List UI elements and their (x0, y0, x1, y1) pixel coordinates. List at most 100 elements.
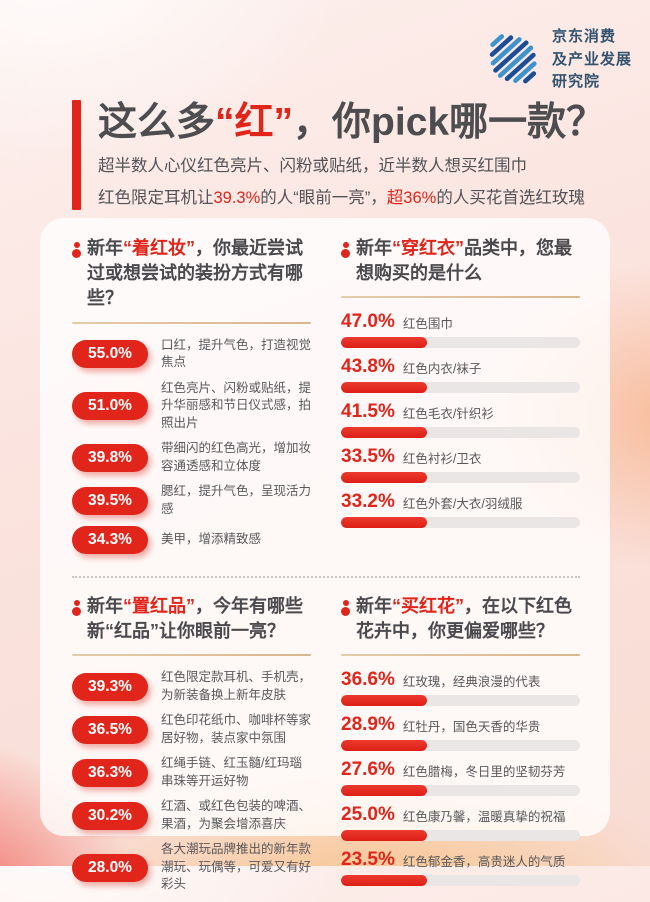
subtitle-highlight: 超36% (386, 188, 437, 207)
progress-bar-fill (341, 382, 428, 394)
percent-value: 23.5% (341, 849, 395, 871)
progress-bar-fill (341, 695, 428, 707)
item-label: 红色限定款耳机、手机壳，为新装备换上新年皮肤 (161, 670, 312, 702)
gold-divider (72, 654, 311, 657)
progress-bar-fill (341, 472, 428, 484)
item-label: 红酒、或红色包装的啤酒、果酒，为聚会增添喜庆 (161, 799, 312, 831)
percent-badge: 34.3% (72, 526, 148, 555)
progress-bar (341, 740, 580, 752)
item-label: 红色毛衣/针织衫 (402, 406, 494, 421)
subtitle-line-2: 红色限定耳机让39.3%的人“眼前一亮”，超36%的人买花首选红玫瑰 (98, 186, 605, 211)
item-label: 各大潮玩品牌推出的新年款潮玩、玩偶等，可爱又有好彩头 (161, 842, 312, 892)
list-item: 39.3% 红色限定款耳机、手机壳，为新装备换上新年皮肤 (72, 669, 311, 704)
list-item: 23.5% 红色郁金香，高贵迷人的气质 (341, 849, 580, 887)
subtitle-segment: 的人买花首选红玫瑰 (436, 188, 585, 207)
gold-divider (72, 321, 311, 324)
item-label: 红色腊梅，冬日里的坚韧芬芳 (402, 764, 566, 779)
percent-value: 47.0% (341, 311, 395, 333)
percent-value: 28.9% (341, 714, 395, 736)
title-highlight: “红” (215, 101, 294, 144)
list-item: 41.5% 红色毛衣/针织衫 (341, 401, 580, 439)
section-bullet-icon (341, 600, 350, 617)
progress-bar-fill (341, 830, 428, 842)
subtitle-segment: 的人“眼前一亮”， (260, 188, 387, 207)
item-label: 红绳手链、红玉髓/红玛瑙串珠等开运好物 (161, 756, 302, 788)
subtitle-segment: 红色限定耳机让 (98, 188, 214, 207)
item-label: 红牡丹，国色天香的华贵 (402, 719, 541, 734)
section-bullet-icon (72, 242, 81, 258)
title-accent-bar (72, 100, 81, 211)
section-makeup-title: 新年“着红妆”，你最近尝试过或想尝试的装扮方式有哪些？ (87, 238, 303, 309)
percent-badge: 28.0% (72, 853, 148, 882)
percent-value: 43.8% (341, 356, 395, 378)
progress-bar-fill (341, 337, 428, 349)
percent-badge: 36.5% (72, 715, 148, 744)
list-item: 36.5% 红色印花纸巾、咖啡杯等家居好物，装点家中氛围 (72, 712, 311, 747)
progress-bar (341, 337, 580, 349)
progress-bar-fill (341, 875, 428, 887)
section-flowers-header: 新年“买红花”，在以下红色花卉中，你更偏爱哪些？ (341, 594, 580, 644)
section-red-goods-header: 新年“置红品”，今年有哪些新“红品”让你眼前一亮？ (72, 594, 311, 644)
section-flowers: 新年“买红花”，在以下红色花卉中，你更偏爱哪些？ 36.6% 红玫瑰，经典浪漫的代… (341, 594, 580, 902)
item-label: 美甲，增添精致感 (161, 532, 262, 547)
jd-logo-mark (489, 33, 537, 84)
progress-bar-fill (341, 427, 428, 439)
section-red-goods: 新年“置红品”，今年有哪些新“红品”让你眼前一亮？ 39.3% 红色限定款耳机、手… (72, 594, 311, 902)
percent-badge: 36.3% (72, 758, 148, 787)
item-label: 腮红，提升气色，呈现活力感 (161, 484, 312, 516)
section-clothing-header: 新年“穿红衣”品类中，您最想购买的是什么 (341, 236, 580, 286)
percent-badge: 39.3% (72, 672, 148, 701)
progress-bar-fill (341, 517, 428, 529)
section-divider (72, 576, 580, 579)
section-red-goods-title: 新年“置红品”，今年有哪些新“红品”让你眼前一亮？ (87, 596, 303, 642)
progress-bar (341, 382, 580, 394)
list-item: 27.6% 红色腊梅，冬日里的坚韧芬芳 (341, 759, 580, 797)
progress-bar (341, 517, 580, 529)
section-clothing: 新年“穿红衣”品类中，您最想购买的是什么 47.0% 红色围巾 43.8% 红色内衣… (341, 236, 580, 562)
item-label: 口红，提升气色，打造视觉焦点 (161, 337, 312, 370)
list-item: 47.0% 红色围巾 (341, 311, 580, 349)
subtitle-highlight: 39.3% (213, 188, 261, 207)
item-label: 红色围巾 (402, 316, 453, 331)
section-clothing-title: 新年“穿红衣”品类中，您最想购买的是什么 (356, 238, 572, 284)
logo-line: 京东消费 (551, 28, 616, 45)
list-item: 55.0% 口红，提升气色，打造视觉焦点 (72, 337, 311, 372)
percent-value: 36.6% (341, 669, 395, 691)
progress-bar-fill (341, 740, 428, 752)
gold-divider (341, 296, 580, 299)
list-item: 39.8% 带细闪的红色高光，增加妆容通透感和立体度 (72, 440, 311, 475)
percent-value: 27.6% (341, 759, 395, 781)
list-item: 25.0% 红色康乃馨，温暖真挚的祝福 (341, 804, 580, 842)
item-label: 红色郁金香，高贵迷人的气质 (402, 854, 566, 869)
list-item: 28.0% 各大潮玩品牌推出的新年款潮玩、玩偶等，可爱又有好彩头 (72, 841, 311, 894)
logo-line: 研究院 (551, 73, 600, 90)
percent-value: 33.2% (341, 491, 395, 513)
infographic-page: 京东消费 及产业发展 研究院 这么多“红”，你pick哪一款？ 超半数人心仪红色… (40, 28, 631, 892)
percent-badge: 39.8% (72, 443, 148, 472)
section-flowers-title: 新年“买红花”，在以下红色花卉中，你更偏爱哪些？ (356, 596, 572, 642)
section-bullet-icon (341, 242, 350, 258)
item-label: 红色康乃馨，温暖真挚的祝福 (402, 809, 566, 824)
percent-badge: 30.2% (72, 801, 148, 830)
item-label: 红色印花纸巾、咖啡杯等家居好物，装点家中氛围 (161, 713, 312, 745)
item-label: 红色外套/大衣/羽绒服 (402, 496, 523, 511)
section-makeup-header: 新年“着红妆”，你最近尝试过或想尝试的装扮方式有哪些？ (72, 236, 311, 312)
list-item: 33.2% 红色外套/大衣/羽绒服 (341, 491, 580, 529)
progress-bar (341, 695, 580, 707)
title-pre: 这么多 (98, 101, 216, 144)
item-label: 红玫瑰，经典浪漫的代表 (402, 674, 541, 689)
progress-bar (341, 875, 580, 887)
percent-value: 41.5% (341, 401, 395, 423)
progress-bar (341, 472, 580, 484)
percent-badge: 39.5% (72, 486, 148, 515)
list-item: 36.3% 红绳手链、红玉髓/红玛瑙串珠等开运好物 (72, 755, 311, 790)
list-item: 34.3% 美甲，增添精致感 (72, 526, 311, 555)
progress-bar (341, 427, 580, 439)
progress-bar (341, 830, 580, 842)
percent-badge: 55.0% (72, 340, 148, 369)
list-item: 43.8% 红色内衣/袜子 (341, 356, 580, 394)
survey-card: 新年“着红妆”，你最近尝试过或想尝试的装扮方式有哪些？ 55.0% 口红，提升气色… (40, 218, 610, 891)
list-item: 30.2% 红酒、或红色包装的啤酒、果酒，为聚会增添喜庆 (72, 798, 311, 833)
subtitle-line-1: 超半数人心仪红色亮片、闪粉或贴纸，近半数人想买红围巾 (98, 156, 527, 175)
percent-value: 33.5% (341, 446, 395, 468)
